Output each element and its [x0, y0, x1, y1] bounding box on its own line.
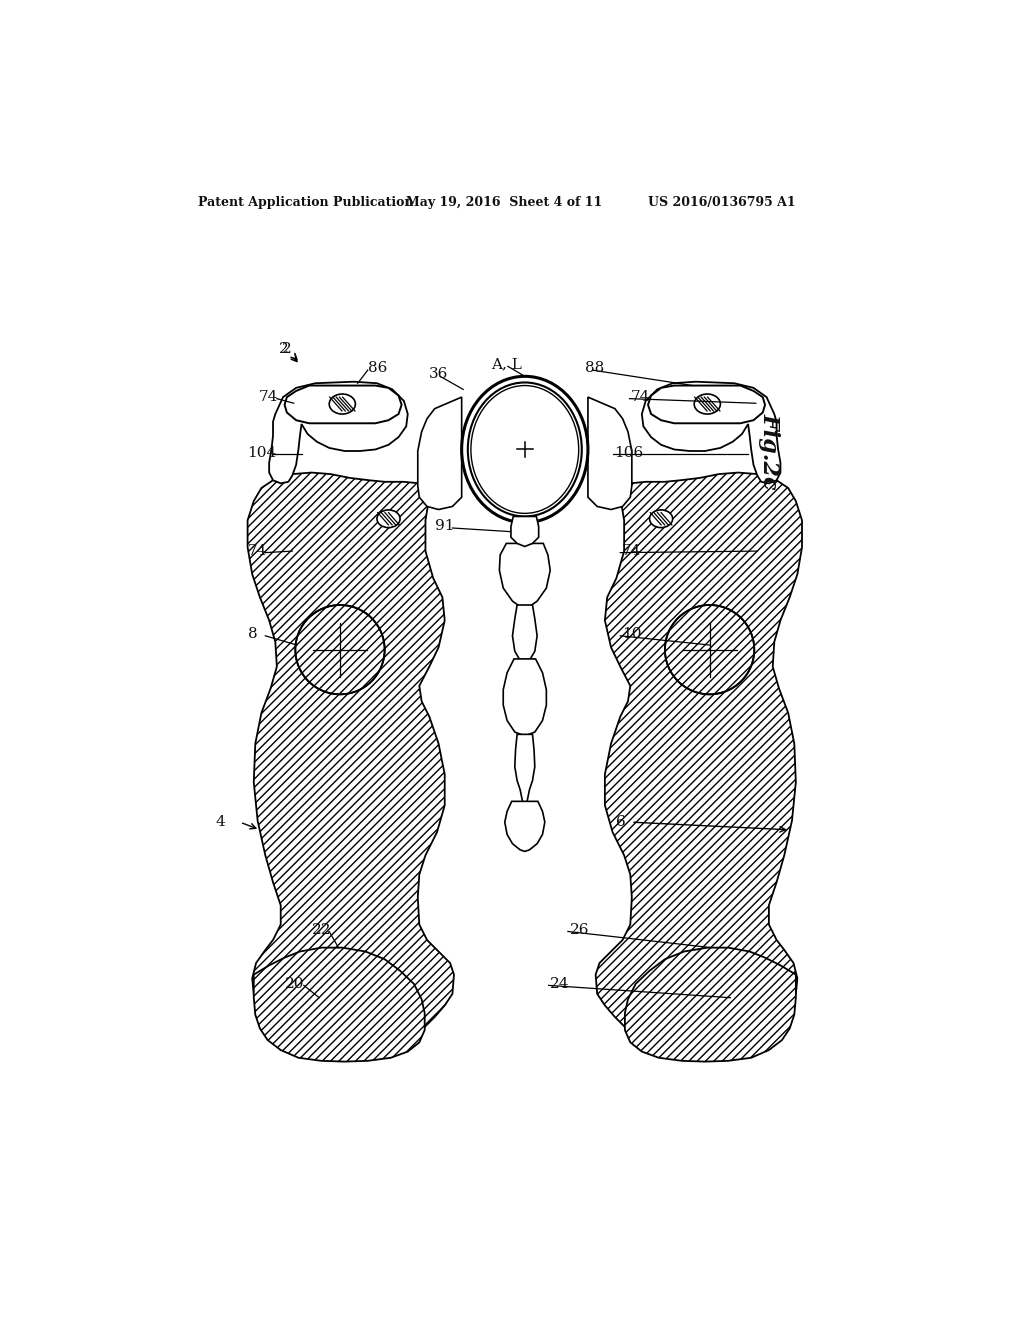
Polygon shape [642, 381, 780, 483]
Ellipse shape [471, 385, 579, 513]
Polygon shape [418, 397, 462, 510]
Text: 22: 22 [311, 923, 331, 937]
Circle shape [665, 605, 755, 694]
Circle shape [295, 605, 385, 694]
Polygon shape [511, 516, 539, 546]
Text: 2: 2 [280, 342, 289, 356]
Polygon shape [254, 948, 425, 1061]
Text: 74: 74 [622, 544, 641, 558]
Text: 74: 74 [248, 544, 267, 558]
Polygon shape [285, 385, 401, 424]
Polygon shape [512, 605, 538, 663]
Text: 36: 36 [429, 367, 449, 381]
Text: 74: 74 [258, 391, 278, 404]
Polygon shape [457, 482, 593, 928]
Text: 4: 4 [215, 816, 225, 829]
Polygon shape [515, 734, 535, 807]
Ellipse shape [462, 376, 588, 523]
Text: 20: 20 [285, 977, 304, 991]
Text: 106: 106 [614, 446, 643, 459]
Ellipse shape [330, 395, 355, 414]
Text: Fig.2c: Fig.2c [759, 413, 780, 490]
Polygon shape [505, 801, 545, 851]
Text: 91: 91 [435, 520, 455, 533]
Text: 88: 88 [585, 360, 604, 375]
Polygon shape [596, 473, 802, 1048]
Text: 2: 2 [282, 342, 291, 356]
Ellipse shape [694, 395, 720, 414]
Text: A, L: A, L [490, 358, 522, 372]
Polygon shape [269, 381, 408, 483]
Polygon shape [503, 659, 547, 737]
Text: 8: 8 [248, 627, 257, 642]
Polygon shape [588, 397, 632, 510]
Text: Patent Application Publication: Patent Application Publication [199, 197, 414, 209]
Text: May 19, 2016  Sheet 4 of 11: May 19, 2016 Sheet 4 of 11 [407, 197, 602, 209]
Text: 104: 104 [248, 446, 276, 459]
Ellipse shape [377, 510, 400, 528]
Polygon shape [248, 473, 454, 1048]
Text: 24: 24 [550, 977, 569, 991]
Text: 86: 86 [368, 360, 387, 375]
Text: 26: 26 [569, 923, 589, 937]
Polygon shape [500, 544, 550, 609]
Text: US 2016/0136795 A1: US 2016/0136795 A1 [648, 197, 796, 209]
Polygon shape [648, 385, 765, 424]
Text: 6: 6 [615, 816, 626, 829]
Text: 10: 10 [622, 627, 641, 642]
Ellipse shape [468, 383, 582, 516]
Text: 74: 74 [631, 391, 650, 404]
Polygon shape [625, 948, 796, 1061]
Ellipse shape [649, 510, 673, 528]
